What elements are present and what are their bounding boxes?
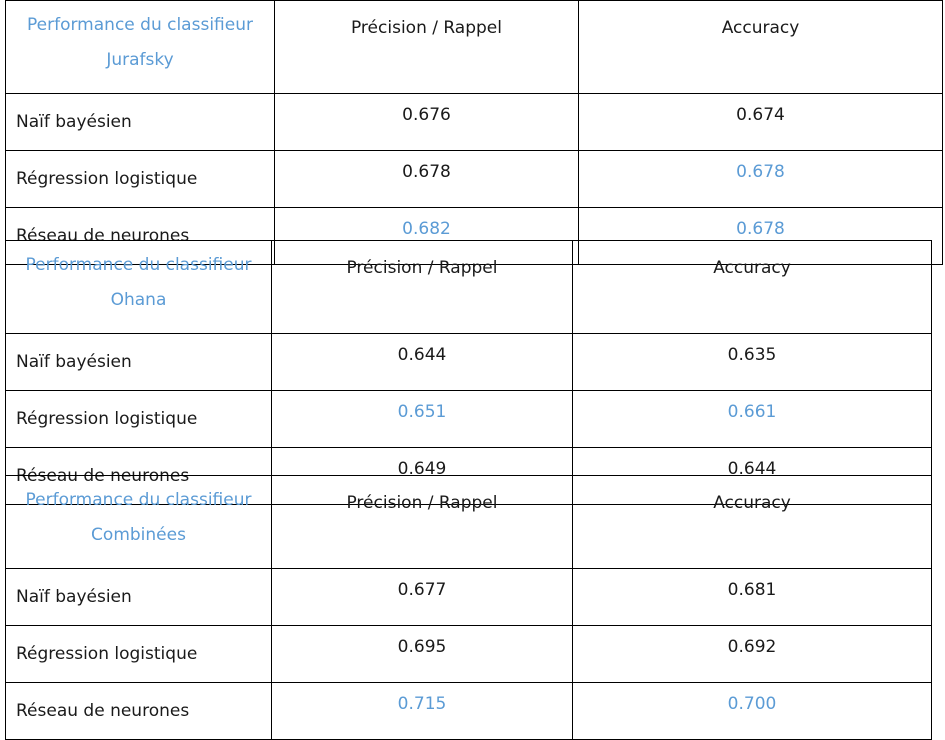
precision-value: 0.644 xyxy=(271,333,573,391)
classifier-title-cell: Performance du classifieur Ohana xyxy=(5,240,272,334)
accuracy-value: 0.681 xyxy=(572,568,932,626)
classifier-title-line1: Performance du classifieur xyxy=(25,255,252,275)
table-row: Régression logistique 0.678 0.678 xyxy=(5,150,943,208)
row-label: Régression logistique xyxy=(5,390,272,448)
table-row: Réseau de neurones 0.715 0.700 xyxy=(5,682,932,740)
classifier-title-line1: Performance du classifieur xyxy=(27,15,253,35)
table-header-row: Performance du classifieur Combinées Pré… xyxy=(5,475,932,569)
table-header-row: Performance du classifieur Jurafsky Préc… xyxy=(5,0,943,94)
column-header-precision: Précision / Rappel xyxy=(271,475,573,569)
table-row: Naïf bayésien 0.644 0.635 xyxy=(5,333,932,391)
accuracy-value: 0.635 xyxy=(572,333,932,391)
column-header-precision: Précision / Rappel xyxy=(271,240,573,334)
column-header-accuracy: Accuracy xyxy=(572,240,932,334)
precision-value: 0.651 xyxy=(271,390,573,448)
jurafsky-performance-table: Performance du classifieur Jurafsky Préc… xyxy=(5,0,943,265)
row-label: Naïf bayésien xyxy=(5,93,275,151)
accuracy-value: 0.674 xyxy=(578,93,943,151)
row-label: Réseau de neurones xyxy=(5,682,272,740)
accuracy-value: 0.692 xyxy=(572,625,932,683)
row-label: Naïf bayésien xyxy=(5,568,272,626)
classifier-title-cell: Performance du classifieur Combinées xyxy=(5,475,272,569)
table-row: Naïf bayésien 0.677 0.681 xyxy=(5,568,932,626)
row-label: Régression logistique xyxy=(5,625,272,683)
classifier-title-line2: Ohana xyxy=(110,290,167,310)
table-row: Naïf bayésien 0.676 0.674 xyxy=(5,93,943,151)
precision-value: 0.678 xyxy=(274,150,579,208)
precision-value: 0.677 xyxy=(271,568,573,626)
table-row: Régression logistique 0.695 0.692 xyxy=(5,625,932,683)
column-header-accuracy: Accuracy xyxy=(578,0,943,94)
ohana-performance-table: Performance du classifieur Ohana Précisi… xyxy=(5,240,932,505)
classifier-title-line2: Jurafsky xyxy=(106,50,174,70)
combined-performance-table: Performance du classifieur Combinées Pré… xyxy=(5,475,932,740)
classifier-title-cell: Performance du classifieur Jurafsky xyxy=(5,0,275,94)
accuracy-value: 0.700 xyxy=(572,682,932,740)
classifier-title-line2: Combinées xyxy=(91,525,186,545)
accuracy-value: 0.678 xyxy=(578,150,943,208)
row-label: Régression logistique xyxy=(5,150,275,208)
precision-value: 0.695 xyxy=(271,625,573,683)
precision-value: 0.715 xyxy=(271,682,573,740)
precision-value: 0.676 xyxy=(274,93,579,151)
classifier-title-line1: Performance du classifieur xyxy=(25,490,252,510)
table-row: Régression logistique 0.651 0.661 xyxy=(5,390,932,448)
row-label: Naïf bayésien xyxy=(5,333,272,391)
accuracy-value: 0.661 xyxy=(572,390,932,448)
column-header-accuracy: Accuracy xyxy=(572,475,932,569)
column-header-precision: Précision / Rappel xyxy=(274,0,579,94)
table-header-row: Performance du classifieur Ohana Précisi… xyxy=(5,240,932,334)
